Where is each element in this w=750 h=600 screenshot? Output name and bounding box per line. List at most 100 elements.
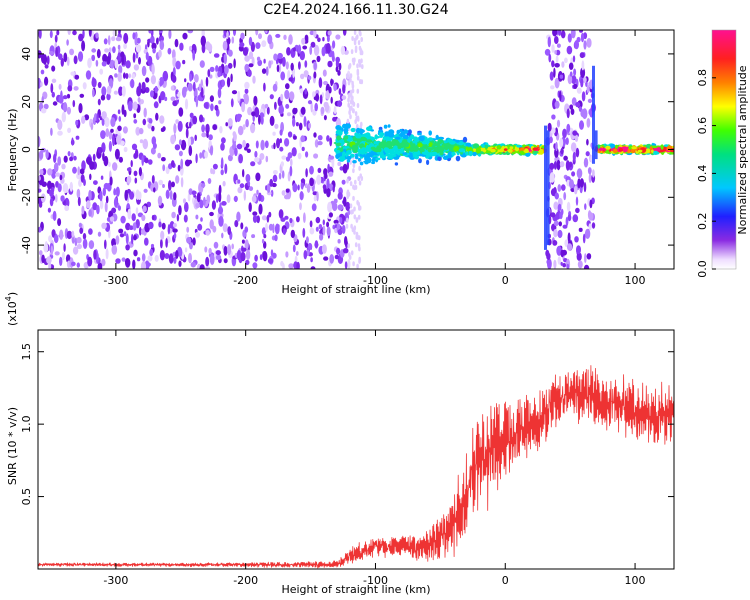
spectrogram-cell [47, 180, 52, 190]
spectrogram-cell [293, 135, 297, 140]
spectrogram-cell [162, 184, 165, 188]
spectrogram-cell [218, 184, 222, 195]
spectrogram-cell [242, 47, 249, 56]
spectrogram-cell [333, 219, 339, 224]
spectrogram-cell [582, 233, 586, 244]
spectrogram-cell [265, 66, 269, 76]
spectrogram-cell [584, 228, 591, 239]
spectrogram-cell [309, 165, 314, 175]
spectrogram-cell [227, 226, 231, 236]
spectrogram-cell [326, 35, 330, 42]
spectrogram-cell [71, 230, 75, 238]
spectrogram-cell [292, 47, 296, 52]
spectrogram-cell [305, 37, 309, 43]
spectrogram-cell [106, 93, 111, 101]
spectrogram-cell [373, 141, 377, 145]
spectrogram-cell [225, 122, 228, 127]
snr-multiplier: (x104) [4, 292, 19, 326]
spectrogram-cell [566, 45, 573, 55]
spectrogram-cell [114, 58, 119, 69]
spectrogram-cell [572, 55, 576, 63]
spectrogram-cell [566, 201, 571, 212]
spectrogram-cell [351, 36, 354, 41]
spectrogram-cell [122, 126, 128, 134]
snr-x-tick-label: -300 [103, 574, 128, 587]
spectrogram-cell [73, 86, 79, 91]
spectrogram-cell [57, 119, 63, 131]
spectrogram-cell [296, 216, 300, 223]
spectrogram-cell [96, 252, 99, 263]
spectrogram-cell [145, 77, 150, 83]
spectrogram-cell [132, 259, 136, 269]
spectrogram-cell [256, 56, 261, 62]
spectrogram-cell [551, 44, 555, 53]
spectrogram-cell [123, 109, 127, 118]
spectrogram-edge-artifact [546, 130, 550, 246]
spectrogram-cell [361, 64, 364, 70]
spectrogram-cell [217, 70, 221, 78]
spectrogram-cell [360, 58, 363, 64]
spectrogram-cell [261, 238, 265, 244]
spectrogram-cell [314, 102, 319, 112]
spectrogram-cell [333, 83, 337, 92]
spectrogram-cell [128, 225, 134, 230]
spectrogram-cell [572, 130, 578, 136]
spectrogram-cell [96, 112, 99, 124]
spectrogram-cell [209, 74, 213, 79]
spectrogram-cell [226, 194, 231, 204]
spectrogram-cell [46, 55, 50, 65]
spectrogram-cell [354, 119, 358, 125]
spectrogram-cell [532, 147, 537, 151]
spectrogram-cell [309, 220, 313, 228]
spectrogram-cell [176, 214, 180, 222]
snr-x-tick-label: -100 [363, 574, 388, 587]
spectrogram-cell [227, 118, 233, 127]
spectrogram-cell [318, 77, 323, 89]
spectrogram-cell [421, 141, 429, 145]
spectrogram-cell [315, 216, 321, 224]
spectrogram-cell [88, 228, 93, 235]
spectrogram-cell [100, 130, 106, 140]
spectrogram-cell [355, 127, 361, 134]
spectrogram-cell [206, 130, 209, 138]
spectrogram-cell [592, 169, 595, 178]
spectrogram-cell [457, 141, 464, 146]
spectrogram-cell [346, 118, 350, 124]
spectrogram-cell [72, 246, 79, 255]
spectrogram-cell [96, 204, 100, 215]
spectrogram-cell [199, 264, 205, 269]
spectrogram-cell [324, 102, 330, 113]
spectrogram-cell [556, 43, 561, 48]
spectrogram-cell [437, 156, 442, 162]
spectrogram-cell [240, 251, 246, 262]
spectrogram-cell [573, 185, 578, 195]
spectrogram-cell [192, 115, 198, 125]
spectrogram-cell [118, 156, 123, 163]
spectrogram-cell [428, 130, 433, 136]
spectrogram-cell [177, 120, 183, 132]
spectrogram-cell [117, 125, 122, 132]
spectrogram-cell [109, 59, 115, 69]
spectrogram-cell [105, 248, 109, 260]
spectrogram-cell [351, 83, 355, 89]
spectrogram-cell [562, 224, 568, 229]
spectrogram-cell [87, 256, 93, 267]
spectrogram-cell [365, 153, 371, 159]
spectrogram-cell [587, 167, 592, 175]
spectrogram-cell [552, 240, 558, 246]
spectrogram-cell [277, 52, 283, 60]
spectrogram-cell [575, 207, 580, 214]
spectrogram-cell [352, 184, 355, 190]
spectrogram-cell [209, 254, 215, 265]
spectrogram-cell [62, 102, 68, 113]
spectrogram-cell [148, 221, 154, 230]
spectrogram-cell [426, 159, 430, 165]
spectrogram-cell [569, 179, 574, 189]
spectrogram-cell [59, 229, 64, 240]
spectrogram-cell [325, 42, 331, 54]
spectrogram-cell [144, 237, 149, 246]
spectrogram-cell [338, 152, 343, 157]
spectrogram-cell [567, 33, 572, 43]
spectrogram-cell [559, 74, 564, 79]
spectrogram-cell [171, 211, 176, 219]
